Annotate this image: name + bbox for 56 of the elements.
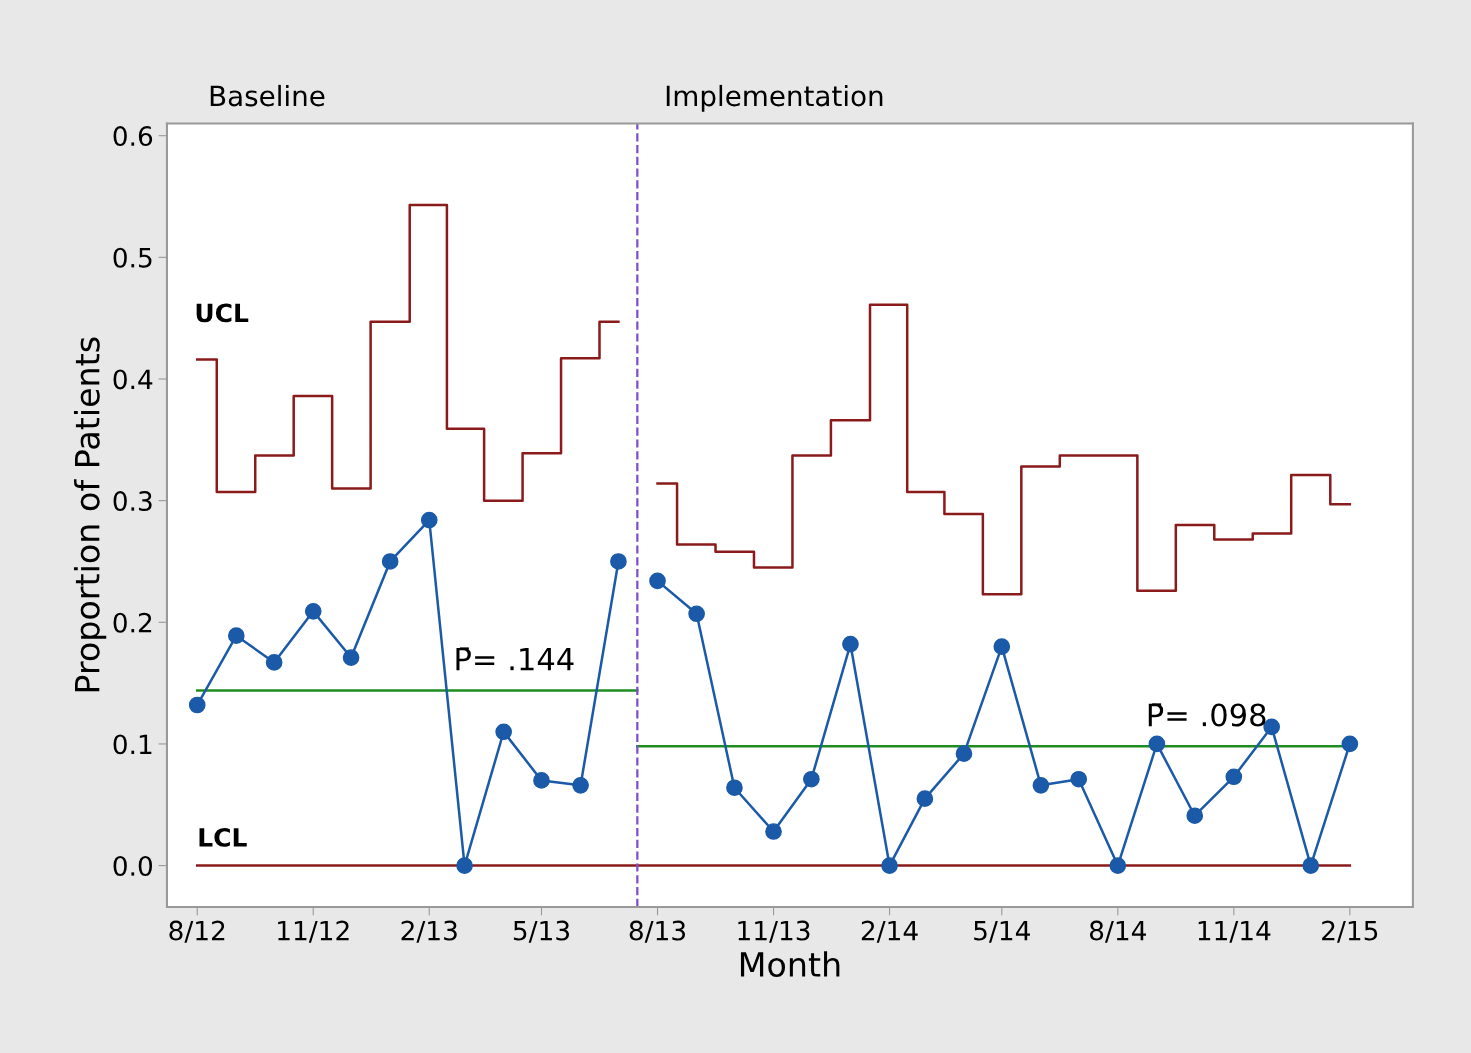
point <box>993 638 1011 655</box>
x-tick-label: 2/13 <box>401 920 457 943</box>
x-tick-label: 2/14 <box>861 920 918 943</box>
point <box>1186 807 1204 825</box>
point <box>649 572 666 590</box>
annotation: P̄= .098 <box>1148 703 1266 727</box>
point <box>381 553 399 570</box>
x-tick-label: 11/14 <box>1198 920 1271 943</box>
point <box>803 770 820 788</box>
point <box>456 857 473 874</box>
annotation: LCL <box>199 827 247 847</box>
point <box>304 603 322 620</box>
point <box>610 553 627 570</box>
point <box>881 857 898 874</box>
x-tick-label: 5/13 <box>513 920 570 943</box>
x-axis-title: Month <box>740 951 840 978</box>
point <box>1341 735 1359 753</box>
y-tick-label: 0.3 <box>113 491 152 512</box>
y-tick-label: 0.5 <box>113 247 152 268</box>
point <box>955 745 973 763</box>
point <box>726 779 743 797</box>
point <box>842 635 859 653</box>
annotation: UCL <box>196 303 249 323</box>
point <box>1225 768 1243 786</box>
text: Implementation <box>666 84 883 112</box>
y-tick-label: 0.4 <box>113 369 153 390</box>
point <box>227 627 245 645</box>
point <box>1109 857 1127 874</box>
x-tick-label: 8/14 <box>1089 920 1146 943</box>
point <box>495 723 512 741</box>
y-tick-label: 0.0 <box>113 856 153 876</box>
point <box>765 823 782 840</box>
point <box>688 605 705 623</box>
point <box>1070 770 1088 788</box>
point <box>188 696 206 714</box>
x-tick-label: 2/15 <box>1322 920 1378 943</box>
y-tick-label: 0.2 <box>113 612 152 633</box>
point <box>1302 857 1320 874</box>
text: Baseline <box>210 84 325 107</box>
point <box>1032 776 1050 794</box>
x-tick-label: 5/14 <box>974 920 1030 943</box>
x-tick-label: 11/12 <box>278 920 349 943</box>
point <box>342 649 360 666</box>
point <box>265 654 283 671</box>
y-tick-label: 0.1 <box>113 734 152 755</box>
annotation: P̄= .144 <box>456 647 574 671</box>
y-tick-label: 0.6 <box>113 126 153 147</box>
point <box>533 772 550 789</box>
x-tick-label: 11/13 <box>738 920 810 943</box>
x-tick-label: 8/13 <box>629 920 686 943</box>
point <box>1148 735 1166 753</box>
point <box>420 511 438 529</box>
point <box>572 776 589 794</box>
y-axis-title: Proportion of Patients <box>73 337 107 692</box>
point <box>916 790 934 808</box>
x-tick-label: 8/12 <box>169 920 225 943</box>
